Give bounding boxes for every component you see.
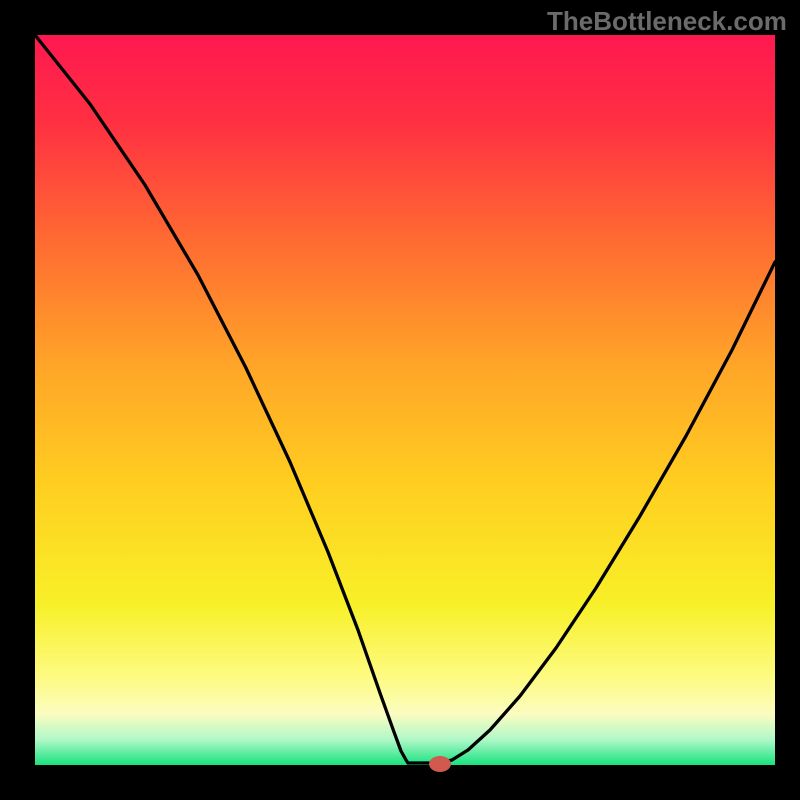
chart-stage: TheBottleneck.com bbox=[0, 0, 800, 800]
source-label: TheBottleneck.com bbox=[547, 6, 787, 37]
gradient-plot-area bbox=[35, 35, 775, 765]
